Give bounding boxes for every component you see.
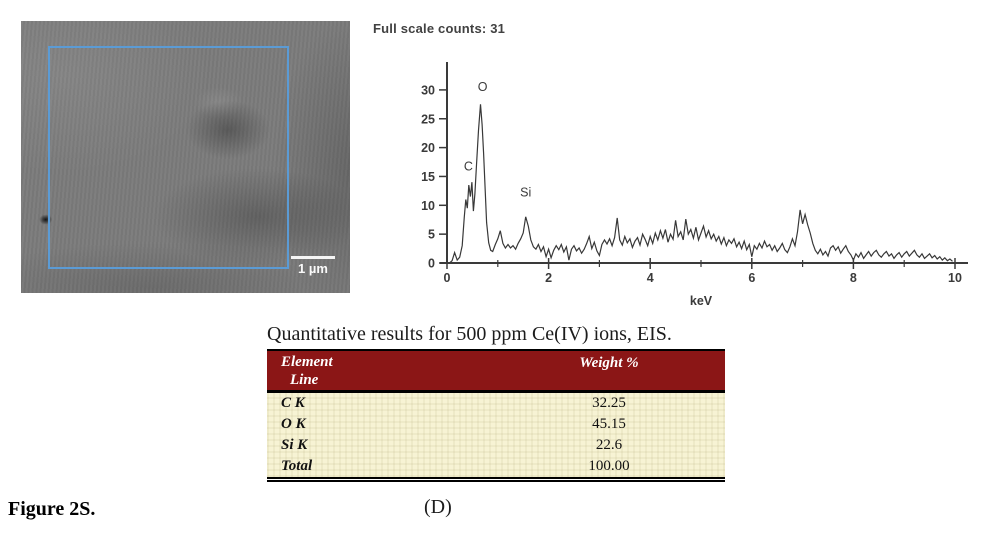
roi-rectangle	[48, 46, 289, 269]
x-tick-label: 4	[647, 271, 654, 285]
y-tick-label: 5	[428, 228, 435, 242]
sem-micrograph: 1 µm	[21, 21, 350, 293]
x-tick-label: 6	[748, 271, 755, 285]
panel-label: (D)	[424, 496, 452, 518]
x-tick-label: 0	[444, 271, 451, 285]
x-tick-label: 2	[545, 271, 552, 285]
y-tick-label: 20	[421, 141, 435, 155]
weight-percent-cell: 100.00	[588, 458, 630, 474]
element-line-cell: Si K	[281, 437, 308, 453]
column-header-weight: Weight %	[579, 355, 639, 371]
y-tick-label: 15	[421, 170, 435, 184]
element-line-cell: Total	[281, 458, 313, 474]
x-tick-label: 8	[850, 271, 857, 285]
column-header-element-line1: Element	[281, 354, 333, 370]
table-header-row: Element Line Weight %	[267, 349, 725, 393]
x-tick-label: 10	[948, 271, 962, 285]
weight-percent-cell: 32.25	[592, 395, 626, 411]
results-table: Element Line Weight % C K 32.25 O K 45.15 Si…	[267, 349, 725, 482]
element-line-cell: C K	[281, 395, 305, 411]
eds-spectrum-chart: 0 2 4 6 8 10 0 5 10 15 20 25 30 keV C O Si	[421, 62, 968, 308]
figure-label: Figure 2S.	[8, 498, 96, 520]
scale-bar	[291, 256, 335, 259]
table-row: Si K 22.6	[267, 435, 725, 456]
spectrum-title: Full scale counts: 31	[373, 21, 506, 36]
y-tick-label: 10	[421, 199, 435, 213]
table-row: O K 45.15	[267, 414, 725, 435]
x-axis-label: keV	[690, 294, 713, 308]
peak-label-o: O	[478, 80, 488, 94]
element-line-cell: O K	[281, 416, 306, 432]
table-title: Quantitative results for 500 ppm Ce(IV) …	[267, 323, 672, 345]
column-header-element-line2: Line	[290, 372, 319, 388]
y-tick-label: 0	[428, 257, 435, 271]
scale-bar-label: 1 µm	[298, 261, 328, 276]
weight-percent-cell: 22.6	[595, 437, 623, 453]
table-row: C K 32.25	[267, 393, 725, 414]
table-body: C K 32.25 O K 45.15 Si K 22.6 Total 100.00	[267, 393, 725, 477]
column-header-element: Element Line	[281, 353, 333, 389]
y-tick-label: 25	[421, 112, 435, 126]
weight-percent-cell: 45.15	[592, 416, 626, 432]
peak-label-c: C	[464, 160, 473, 174]
table-row: Total 100.00	[267, 456, 725, 477]
spectrum-trace	[449, 104, 953, 264]
peak-label-si: Si	[520, 186, 531, 200]
y-tick-label: 30	[421, 83, 435, 97]
